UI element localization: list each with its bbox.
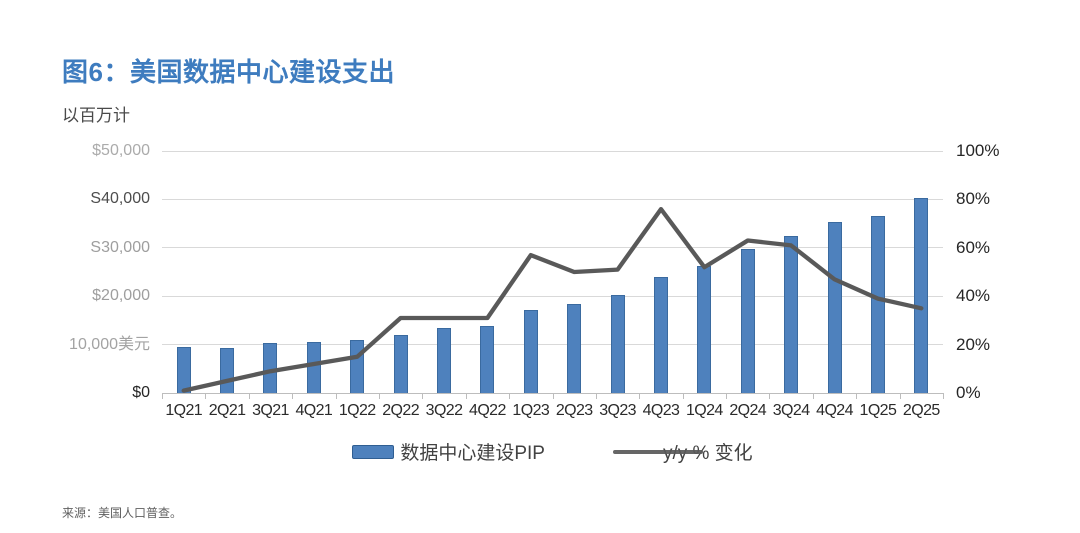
- right-axis-tick-label: 100%: [956, 141, 1000, 160]
- gridline: [162, 295, 943, 297]
- x-axis-tick-mark: [899, 393, 901, 399]
- left-axis-tick-label: $0: [132, 384, 150, 401]
- bar: [610, 294, 625, 393]
- x-axis-tick-mark: [812, 393, 814, 399]
- x-axis-tick-mark: [422, 393, 424, 399]
- plot-area: [162, 150, 943, 394]
- x-axis-tick-mark: [335, 393, 337, 399]
- bar: [176, 347, 191, 393]
- x-axis-tick-label: 3Q21: [252, 402, 289, 419]
- right-axis-tick-label: 80%: [956, 189, 991, 209]
- gridline: [162, 247, 943, 249]
- bar: [523, 309, 538, 393]
- source-note: 来源：美国人口普查。: [62, 506, 183, 520]
- x-axis-tick-mark: [509, 393, 511, 399]
- legend-item-line: y/y % 变化: [612, 438, 753, 465]
- x-axis-tick-mark: [769, 393, 771, 399]
- x-axis-tick-mark: [856, 393, 858, 399]
- bar: [827, 222, 842, 393]
- x-axis-tick-mark: [465, 393, 467, 399]
- x-axis-tick-label: 2Q21: [208, 402, 246, 419]
- gridline: [162, 150, 943, 152]
- figure-title: 图6：美国数据中心建设支出: [62, 57, 395, 87]
- x-axis-tick-mark: [248, 393, 250, 399]
- gridline: [162, 198, 943, 200]
- legend-line-label: y/y % 变化: [662, 443, 753, 464]
- right-axis-tick-label: 60%: [956, 237, 991, 257]
- bar: [393, 334, 408, 393]
- x-axis-tick-mark: [205, 393, 207, 399]
- x-axis-tick-mark: [292, 393, 294, 399]
- x-axis-tick-label: 2Q25: [902, 402, 940, 419]
- x-axis-tick-label: 2Q24: [729, 402, 767, 419]
- legend-item-bars: 数据中心建设PIP: [352, 438, 545, 465]
- x-axis-tick-label: 2Q22: [382, 402, 419, 419]
- x-axis-tick-mark: [639, 393, 641, 399]
- left-axis-tick-label: S40,000: [90, 190, 150, 208]
- x-axis-tick-label: 3Q24: [772, 402, 810, 419]
- x-axis-tick-label: 4Q21: [295, 402, 333, 419]
- bar: [870, 216, 885, 393]
- yoy-line-series: [181, 206, 924, 393]
- left-axis-tick-label: S30,000: [90, 238, 150, 256]
- x-axis-tick-label: 4Q22: [469, 402, 506, 419]
- bar-swatch-icon: [352, 444, 395, 459]
- x-axis-tick-mark: [682, 393, 684, 399]
- left-axis-tick-label: $20,000: [92, 287, 150, 305]
- legend-bar-label: 数据中心建设PIP: [400, 443, 545, 464]
- bar: [914, 197, 929, 393]
- x-axis-tick-mark: [378, 393, 380, 399]
- bar: [306, 342, 321, 393]
- x-axis-tick-label: 1Q22: [338, 402, 376, 419]
- x-axis-tick-label: 1Q21: [165, 402, 203, 419]
- bar: [567, 304, 582, 393]
- x-axis-tick-label: 1Q24: [685, 402, 723, 419]
- gridline: [162, 344, 943, 346]
- x-axis-tick-mark: [726, 393, 728, 399]
- bar: [784, 236, 799, 393]
- right-axis-tick-label: 40%: [956, 286, 991, 306]
- right-axis-tick-label: 0%: [956, 383, 981, 402]
- line-swatch-icon: [612, 449, 703, 454]
- left-axis-tick-label: $50,000: [92, 142, 150, 159]
- x-axis-tick-label: 3Q23: [599, 402, 636, 419]
- x-axis-tick-label: 3Q22: [425, 402, 463, 419]
- x-axis-tick-label: 4Q23: [642, 402, 680, 419]
- bar: [740, 248, 755, 393]
- bar: [480, 326, 495, 393]
- yoy-line-path: [181, 206, 924, 393]
- x-axis-tick-mark: [943, 393, 944, 399]
- x-axis-tick-label: 4Q24: [816, 402, 853, 419]
- x-axis-tick-label: 2Q23: [555, 402, 593, 419]
- legend: 数据中心建设PIP y/y % 变化: [162, 438, 943, 465]
- x-axis-tick-mark: [162, 393, 163, 399]
- x-axis-tick-mark: [552, 393, 554, 399]
- axis-unit-note: 以百万计: [62, 106, 130, 125]
- left-axis-tick-label: 10,000美元: [69, 335, 150, 353]
- bar: [437, 327, 452, 393]
- x-axis-tick-mark: [595, 393, 597, 399]
- bar: [653, 277, 668, 393]
- x-axis-tick-label: 1Q25: [859, 402, 897, 419]
- x-axis-tick-label: 1Q23: [512, 402, 550, 419]
- right-axis-tick-label: 20%: [956, 334, 991, 354]
